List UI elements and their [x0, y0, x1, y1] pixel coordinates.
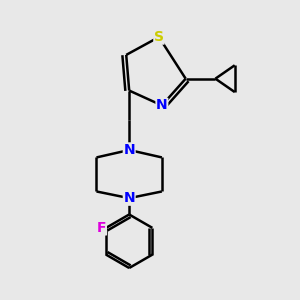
Text: F: F [97, 221, 106, 235]
Text: N: N [156, 98, 168, 112]
Text: N: N [123, 191, 135, 205]
Text: S: S [154, 30, 164, 44]
Text: N: N [123, 143, 135, 157]
